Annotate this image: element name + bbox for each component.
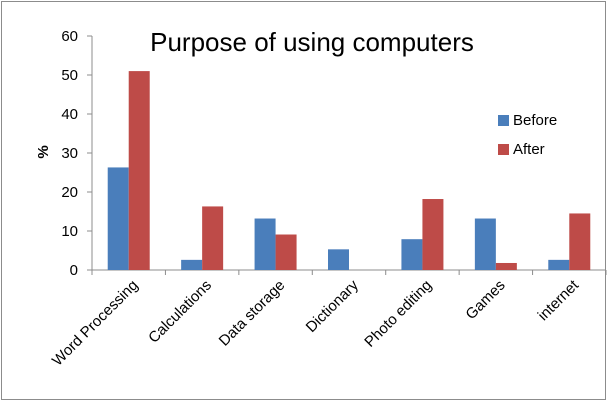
y-tick-label: 20 xyxy=(61,184,78,201)
legend-label-after: After xyxy=(513,141,545,158)
x-tick-label: Dictionary xyxy=(303,276,363,336)
bar-before-dictionary xyxy=(328,249,349,270)
legend-label-before: Before xyxy=(513,112,557,129)
x-tick-label: Games xyxy=(462,277,508,323)
bar-before-calculations xyxy=(181,259,203,270)
x-tick-labels: Word Processing Calculations Data storage D… xyxy=(49,276,583,369)
bar-before-photo-editing xyxy=(401,239,423,270)
axes: 0 10 20 30 40 50 60 xyxy=(61,28,607,279)
bar-after-word-processing xyxy=(128,71,150,270)
y-tick-label: 10 xyxy=(61,223,78,240)
legend-swatch-after xyxy=(498,144,509,155)
bar-before-internet xyxy=(548,259,570,270)
y-axis-label: % xyxy=(35,145,52,158)
x-tick-label: internet xyxy=(535,276,583,324)
bar-after-games xyxy=(495,262,517,270)
y-tick-label: 40 xyxy=(61,106,78,123)
bar-after-photo-editing xyxy=(422,199,444,270)
y-tick-label: 30 xyxy=(61,145,78,162)
bar-after-data-storage xyxy=(275,234,297,270)
legend: Before After xyxy=(498,112,557,158)
bar-before-data-storage xyxy=(254,218,276,270)
y-tick-label: 50 xyxy=(61,67,78,84)
x-tick-label: Word Processing xyxy=(49,277,142,370)
legend-swatch-before xyxy=(498,115,509,126)
y-tick-label: 0 xyxy=(70,262,78,279)
y-tick-label: 60 xyxy=(61,28,78,45)
bars xyxy=(107,71,591,270)
x-tick-label: Data storage xyxy=(216,277,289,350)
x-tick-label: Calculations xyxy=(145,277,215,347)
bar-before-word-processing xyxy=(107,167,129,270)
chart-title: Purpose of using computers xyxy=(150,27,474,57)
bar-after-internet xyxy=(569,213,591,270)
bar-after-calculations xyxy=(202,206,224,270)
bar-before-games xyxy=(474,218,496,270)
x-tick-label: Photo editing xyxy=(361,277,435,351)
